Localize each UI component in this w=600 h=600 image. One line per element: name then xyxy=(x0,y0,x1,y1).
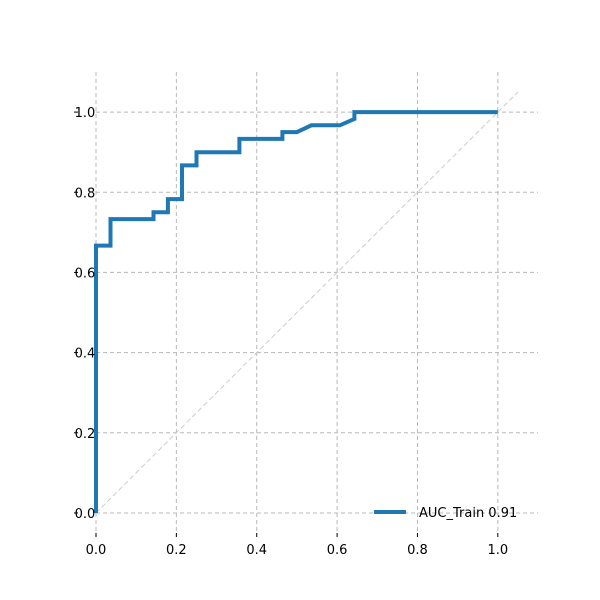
y-tick-label: 0.2 xyxy=(75,427,96,442)
x-tick-label: 0.0 xyxy=(86,543,107,558)
y-axis: 0.0 0.2 0.4 0.6 0.8 1.0 xyxy=(74,106,95,522)
legend: AUC_Train 0.91 xyxy=(374,506,517,521)
roc-curve-line xyxy=(94,110,498,513)
y-tick-label: 0.4 xyxy=(75,347,96,362)
x-tick-label: 1.0 xyxy=(487,543,508,558)
reference-line-layer xyxy=(95,91,519,514)
x-tick-label: 0.6 xyxy=(327,543,348,558)
series-layer xyxy=(94,110,498,513)
x-tick-label: 0.8 xyxy=(407,543,428,558)
y-tick-label: 0.0 xyxy=(75,507,96,522)
y-tick-label: 1.0 xyxy=(75,106,96,121)
x-tick-label: 0.2 xyxy=(166,543,187,558)
chance-diagonal-line xyxy=(95,91,519,514)
y-tick-label: 0.8 xyxy=(75,186,96,201)
x-axis: 0.0 0.2 0.4 0.6 0.8 1.0 xyxy=(86,533,508,558)
legend-label: AUC_Train 0.91 xyxy=(419,506,517,521)
y-tick-label: 0.6 xyxy=(75,266,96,281)
grid-layer xyxy=(95,72,538,533)
x-tick-label: 0.4 xyxy=(246,543,267,558)
